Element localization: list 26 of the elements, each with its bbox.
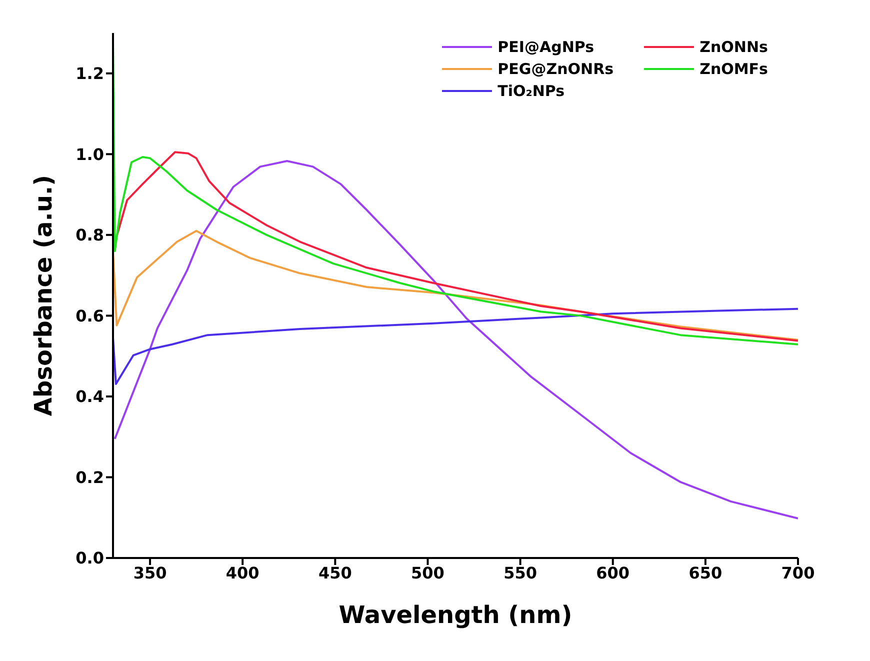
x-tick-label: 700 [781, 563, 815, 582]
y-tick-label: 0.0 [76, 548, 104, 568]
line-series [113, 230, 798, 341]
x-axis-title: Wavelength (nm) [338, 601, 572, 629]
y-tick-label: 0.4 [76, 387, 104, 406]
x-tick-label: 400 [226, 563, 260, 582]
y-tick-label: 0.8 [76, 226, 104, 245]
y-tick-label: 0.2 [76, 468, 104, 487]
legend-label: TiO₂NPs [498, 82, 565, 100]
x-tick-label: 600 [596, 563, 630, 582]
y-tick-label: 1.0 [76, 144, 104, 164]
x-tick-label: 650 [688, 563, 722, 582]
line-series [114, 160, 798, 520]
y-tick-label: 0.6 [76, 306, 104, 326]
x-tick-label: 350 [133, 563, 167, 582]
legend-label: PEI@AgNPs [498, 38, 594, 56]
x-tick-label: 550 [504, 563, 537, 582]
line-series [114, 151, 798, 342]
y-axis-title: Absorbance (a.u.) [30, 174, 58, 416]
legend-label: ZnONNs [700, 38, 768, 56]
legend-label: PEG@ZnONRs [498, 60, 614, 78]
x-tick-label: 450 [318, 563, 352, 582]
legend-label: ZnOMFs [700, 60, 768, 78]
line-series [113, 308, 798, 385]
x-tick-label: 500 [411, 563, 444, 582]
y-tick-label: 1.2 [76, 64, 104, 84]
